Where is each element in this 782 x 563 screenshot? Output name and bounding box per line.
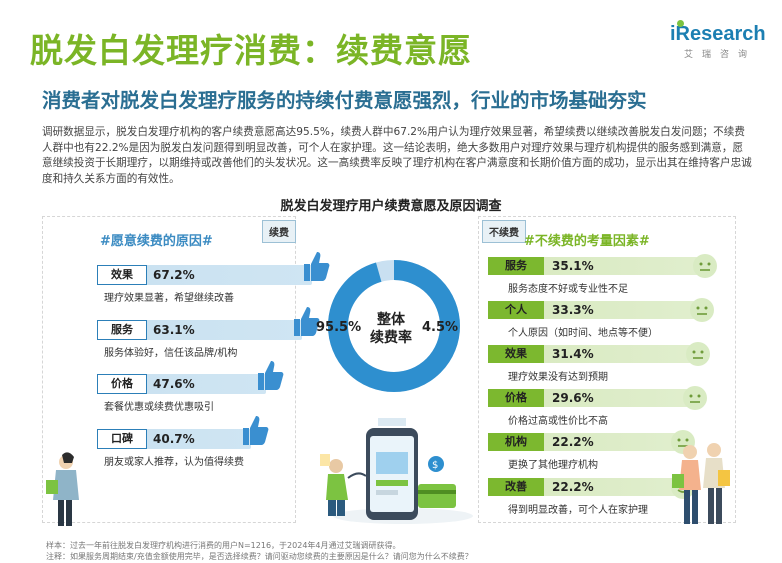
no-renew-item-desc: 个人原因（如时间、地点等不便） <box>508 328 658 339</box>
donut-center-line2: 续费率 <box>370 330 412 346</box>
renew-item-desc: 朋友或家人推荐，认为值得续费 <box>104 457 244 468</box>
intro-paragraph: 调研数据显示，脱发白发理疗机构的客户续费意愿高达95.5%，续费人群中67.2%… <box>42 126 752 185</box>
no-renew-item-desc: 更换了其他理疗机构 <box>508 460 598 471</box>
no-renew-item-label: 价格 <box>488 389 544 407</box>
no-renew-item-pct: 35.1% <box>552 259 594 273</box>
no-renew-item-label: 机构 <box>488 433 544 451</box>
neutral-face-icon <box>690 298 714 322</box>
renew-item-pct: 47.6% <box>153 377 195 391</box>
neutral-face-icon <box>683 386 707 410</box>
renew-bar-1 <box>97 320 302 340</box>
no-renew-item-label: 个人 <box>488 301 544 319</box>
sample-note: 样本：过去一年前往脱发白发理疗机构进行消费的用户N=1216，于2024年4月通… <box>46 541 401 550</box>
page-subtitle: 消费者对脱发白发理疗服务的持续付费意愿强烈，行业的市场基础夯实 <box>42 89 647 112</box>
donut-svg <box>328 260 460 392</box>
neutral-face-icon <box>693 254 717 278</box>
thumbs-up-icon <box>294 307 320 336</box>
renewal-donut-chart <box>318 250 470 402</box>
logo-text: iResearch <box>670 23 766 45</box>
logo-subtext: 艾瑞咨询 <box>684 50 757 60</box>
renew-item-pct: 40.7% <box>153 432 195 446</box>
question-note: 注释：如果服务周期结束/充值金额使用完毕，是否选择续费？请问驱动您续费的主要原因… <box>46 551 473 561</box>
renew-item-label: 效果 <box>97 265 147 285</box>
no-renew-item-desc: 价格过高或性价比不高 <box>508 416 608 427</box>
no-renew-item-pct: 22.2% <box>552 435 594 449</box>
donut-center-line1: 整体 <box>377 312 405 328</box>
woman-shopper-illustration <box>46 452 79 526</box>
no-renew-tag: 不续费 <box>482 220 526 243</box>
no-renew-item-desc: 得到明显改善，可个人在家护理 <box>508 505 648 516</box>
no-renew-item-pct: 31.4% <box>552 347 594 361</box>
renew-bar-0 <box>97 265 312 285</box>
no-renew-item-label: 改善 <box>488 478 544 496</box>
renew-reasons-panel <box>42 216 296 523</box>
page-title: 脱发白发理疗消费：续费意愿 <box>30 31 472 70</box>
no-renew-item-pct: 33.3% <box>552 303 594 317</box>
thumbs-up-icon <box>243 416 269 445</box>
phone-shopping-illustration: $ <box>320 418 473 524</box>
renew-item-desc: 理疗效果显著，希望继续改善 <box>104 293 234 304</box>
no-renew-item-pct: 29.6% <box>552 391 594 405</box>
no-renew-reasons-heading: #不续费的考量因素# <box>524 234 650 249</box>
renew-item-desc: 服务体验好，信任该品牌/机构 <box>104 348 238 359</box>
svg-text:$: $ <box>432 460 438 471</box>
footnotes: 样本：过去一年前往脱发白发理疗机构进行消费的用户N=1216，于2024年4月通… <box>46 541 473 562</box>
donut-center-label: 整体 续费率 <box>361 311 421 347</box>
no-renew-item-label: 效果 <box>488 345 544 363</box>
two-women-shopping-illustration <box>672 443 730 524</box>
no-renew-reasons-panel <box>478 216 736 523</box>
renew-item-label: 服务 <box>97 320 147 340</box>
renew-item-pct: 67.2% <box>153 268 195 282</box>
logo: iResearch 艾瑞咨询 <box>670 20 766 60</box>
renew-item-label: 价格 <box>97 374 147 394</box>
renew-reasons-heading: #愿意续费的原因# <box>100 234 213 249</box>
renew-tag: 续费 <box>262 220 296 243</box>
thumbs-up-icon <box>258 361 284 390</box>
no-renew-item-desc: 理疗效果没有达到预期 <box>508 372 608 383</box>
donut-renew-segment <box>328 260 460 392</box>
neutral-face-icon <box>686 342 710 366</box>
renew-item-desc: 套餐优惠或续费优惠吸引 <box>104 402 214 413</box>
chart-title: 脱发白发理疗用户续费意愿及原因调查 <box>280 199 502 214</box>
no-renew-rate-label: 4.5% <box>422 320 459 335</box>
no-renew-item-pct: 22.2% <box>552 480 594 494</box>
renew-item-label: 口碑 <box>97 429 147 449</box>
logo-dot <box>677 20 684 27</box>
no-renew-item-label: 服务 <box>488 257 544 275</box>
no-renew-item-desc: 服务态度不好或专业性不足 <box>508 284 628 295</box>
renew-item-pct: 63.1% <box>153 323 195 337</box>
renew-rate-label: 95.5% <box>316 320 362 335</box>
thumbs-up-icon <box>304 252 330 281</box>
